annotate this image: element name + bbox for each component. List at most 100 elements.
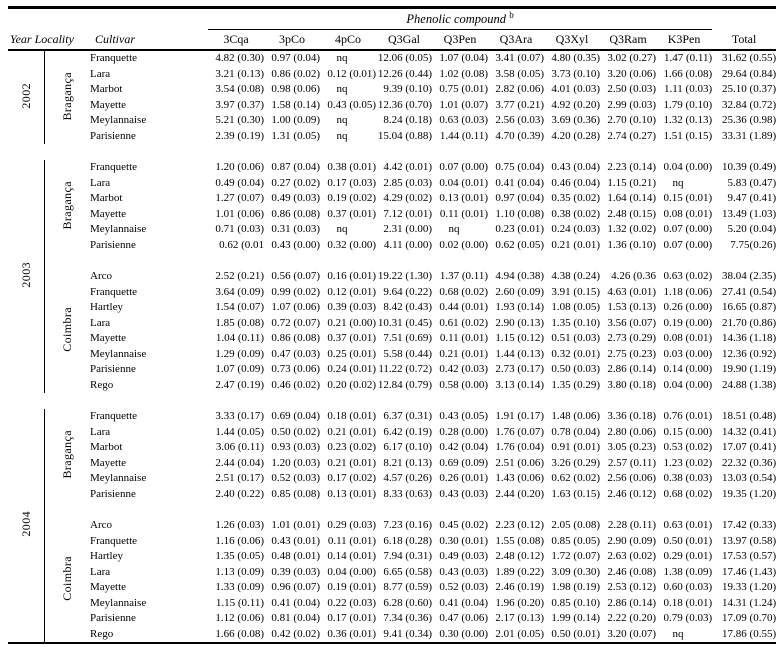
value-cell: 3.41 (0.07)	[495, 52, 544, 65]
cultivar-cell: Arco	[90, 270, 112, 283]
cultivar-cell: Meylannaise	[90, 347, 147, 360]
table-row: 2002 Bragança Franquette 4.82 (0.30) 0.97 (0…	[8, 50, 776, 144]
col-header-q3ram: Q3Ram	[600, 29, 656, 51]
value-cell: 4.20 (0.28)	[551, 129, 600, 142]
value-cell: 1.31 (0.05)	[271, 129, 320, 142]
value-cell: 0.73 (0.06)	[271, 363, 320, 376]
value-cell: 1.91 (0.17)	[495, 410, 544, 423]
total-cell: 29.64 (0.84)	[722, 67, 777, 80]
value-cell: 0.11 (0.01)	[327, 534, 376, 547]
value-cell: 1.36 (0.10)	[607, 238, 656, 251]
value-cell: 0.51 (0.03)	[551, 332, 600, 345]
table-row: Lara 1.44 (0.05) 0.50 (0.02) 0.21 (0.01) 6.4…	[8, 425, 776, 441]
value-cell: 0.27 (0.02)	[271, 176, 320, 189]
value-cell: 1.07 (0.04)	[439, 52, 488, 65]
value-cell: 0.04 (0.00)	[663, 378, 713, 391]
value-cell: 0.43 (0.00)	[271, 238, 320, 251]
locality-cell: Bragança	[44, 409, 90, 502]
value-cell: 4.26 (0.36	[611, 270, 656, 283]
value-cell: 0.49 (0.04)	[215, 176, 264, 189]
total-cell: 25.36 (0.98)	[722, 114, 777, 127]
value-cell: 1.72 (0.07)	[551, 550, 600, 563]
cultivar-cell: Meylannaise	[90, 114, 147, 127]
value-cell: 3.54 (0.08)	[215, 83, 264, 96]
value-cell: 6.65 (0.58)	[383, 565, 432, 578]
group-header-note: b	[509, 10, 514, 21]
value-cell: 12.26 (0.44)	[377, 67, 432, 80]
value-cell: 1.00 (0.09)	[271, 114, 320, 127]
value-cell: 2.46 (0.19)	[495, 581, 544, 594]
locality-label: Bragança	[60, 429, 75, 479]
value-cell: 0.04 (0.01)	[439, 176, 488, 189]
value-cell: 1.96 (0.20)	[495, 596, 544, 609]
value-cell: 0.23 (0.02)	[327, 441, 376, 454]
value-cell: 2.46 (0.08)	[607, 565, 656, 578]
cultivar-cell: Franquette	[90, 285, 138, 298]
value-cell: 3.73 (0.10)	[551, 67, 600, 80]
value-cell: 3.64 (0.09)	[215, 285, 264, 298]
value-cell: 0.12 (0.01)	[327, 285, 376, 298]
value-cell: 1.01 (0.06)	[215, 207, 264, 220]
locality-label: Bragança	[60, 71, 75, 121]
value-cell: 2.51 (0.17)	[215, 472, 264, 485]
value-cell: 0.25 (0.01)	[327, 347, 376, 360]
value-cell: 4.63 (0.01)	[607, 285, 656, 298]
value-cell: 0.19 (0.02)	[327, 192, 376, 205]
value-cell: 0.50 (0.03)	[551, 363, 600, 376]
year-cell: 2002	[8, 50, 45, 144]
value-cell: 0.19 (0.00)	[663, 316, 713, 329]
col-header-q3pen: Q3Pen	[432, 29, 488, 51]
locality-gap-row	[8, 502, 776, 518]
value-cell: 0.13 (0.01)	[327, 487, 376, 500]
value-cell: 0.39 (0.03)	[271, 565, 320, 578]
value-cell: 1.53 (0.13)	[607, 301, 656, 314]
value-cell: 4.82 (0.30)	[215, 52, 264, 65]
value-cell: 19.22 (1.30)	[377, 270, 432, 283]
total-cell: 17.09 (0.70)	[722, 612, 777, 625]
table-row: Marbot 1.27 (0.07) 0.49 (0.03) 0.19 (0.02) 4…	[8, 191, 776, 207]
value-cell: 0.03 (0.00)	[663, 347, 713, 360]
table-row: Franquette 3.64 (0.09) 0.99 (0.02) 0.12 (0.…	[8, 285, 776, 301]
value-cell: 2.44 (0.04)	[215, 456, 264, 469]
value-cell: 0.39 (0.03)	[327, 301, 376, 314]
col-header-total: Total	[712, 29, 777, 51]
value-cell: 0.24 (0.03)	[551, 223, 600, 236]
value-cell: 0.26 (0.00)	[663, 301, 713, 314]
value-cell: 2.17 (0.13)	[495, 612, 544, 625]
value-cell: 1.27 (0.07)	[215, 192, 264, 205]
table-row: Meylannaise 2.51 (0.17) 0.52 (0.03) 0.17 (0…	[8, 471, 776, 487]
value-cell: 1.07 (0.06)	[271, 301, 320, 314]
value-cell: 0.62 (0.02)	[551, 472, 600, 485]
value-cell: 0.43 (0.03)	[439, 565, 488, 578]
value-cell: 1.99 (0.14)	[551, 612, 600, 625]
locality-gap-row	[8, 253, 776, 269]
value-cell: 2.74 (0.27)	[607, 129, 656, 142]
total-cell: 17.42 (0.33)	[722, 519, 777, 532]
cultivar-cell: Lara	[90, 316, 111, 329]
value-cell: 2.53 (0.12)	[607, 581, 656, 594]
spacer-cell	[8, 8, 208, 30]
table-row: Marbot 3.06 (0.11) 0.93 (0.03) 0.23 (0.02) 6…	[8, 440, 776, 456]
value-cell: nq	[336, 129, 348, 142]
value-cell: 0.04 (0.00)	[663, 161, 713, 174]
value-cell: 3.26 (0.29)	[551, 456, 600, 469]
locality-label: Bragança	[60, 180, 75, 230]
value-cell: 0.12 (0.01)	[327, 67, 376, 80]
value-cell: 0.21 (0.01)	[551, 238, 600, 251]
table-row: Meylannaise 0.71 (0.03) 0.31 (0.03) nq 2.31 …	[8, 222, 776, 238]
value-cell: 0.41 (0.04)	[439, 596, 488, 609]
total-cell: 17.46 (1.43)	[722, 565, 777, 578]
value-cell: 1.55 (0.08)	[495, 534, 544, 547]
cultivar-cell: Lara	[90, 67, 111, 80]
value-cell: 1.48 (0.06)	[551, 410, 600, 423]
value-cell: 6.18 (0.28)	[383, 534, 432, 547]
value-cell: 0.93 (0.03)	[271, 441, 320, 454]
value-cell: 0.85 (0.10)	[551, 596, 600, 609]
value-cell: 0.30 (0.00)	[439, 627, 488, 640]
value-cell: 3.21 (0.13)	[215, 67, 264, 80]
value-cell: 1.29 (0.09)	[215, 347, 264, 360]
value-cell: 0.91 (0.01)	[551, 441, 600, 454]
gap-cell	[44, 502, 776, 518]
value-cell: 4.29 (0.02)	[383, 192, 432, 205]
